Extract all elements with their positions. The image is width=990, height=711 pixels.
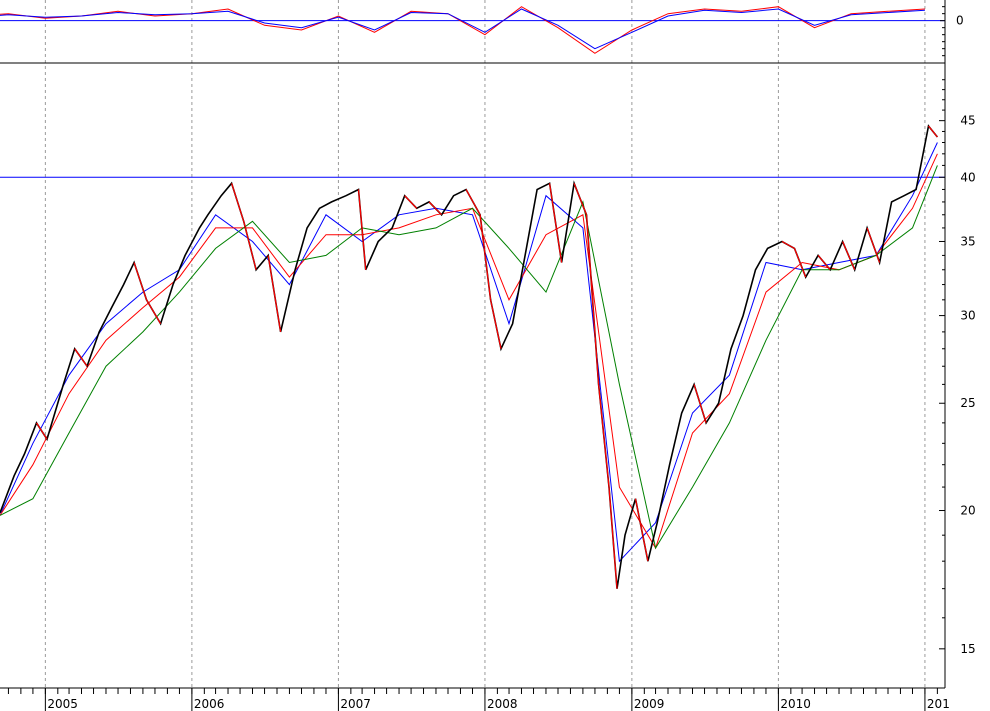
price-tick-label-4: 35 <box>960 234 975 248</box>
year-label-5: 2010 <box>780 697 811 711</box>
price-tick-label-2: 25 <box>960 396 975 410</box>
price-down-segment-13 <box>146 299 162 324</box>
year-label-6: 201 <box>927 697 950 711</box>
price-down-segment-67 <box>793 248 807 278</box>
price-down-segment-30 <box>357 189 367 270</box>
year-label-0: 2005 <box>47 697 78 711</box>
price-down-segment-36 <box>428 201 443 216</box>
price-down-segment-7 <box>74 348 88 367</box>
moving-average-3 <box>0 165 938 550</box>
price-down-segment-39 <box>465 189 481 216</box>
y-axis: 0 15 20 25 30 35 40 45 <box>939 0 976 688</box>
year-grid <box>44 0 926 688</box>
price-down-segment-66 <box>781 240 795 249</box>
moving-average-1 <box>0 142 938 563</box>
price-down-segment-41 <box>489 299 502 349</box>
year-label-2: 2007 <box>340 697 371 711</box>
price-down-segment-4 <box>36 422 48 440</box>
price-down-segment-20 <box>231 183 245 222</box>
price-down-segment-73 <box>866 227 881 263</box>
price-down-segment-40 <box>479 214 492 300</box>
price-panel <box>0 124 945 589</box>
price-tick-label-1: 20 <box>960 504 975 518</box>
price-tick-label-3: 30 <box>960 309 975 323</box>
price-down-segment-34 <box>404 195 418 209</box>
price-down-segment-54 <box>634 498 649 562</box>
price-down-segment-23 <box>267 255 282 332</box>
year-label-1: 2006 <box>194 697 225 711</box>
price-down-segment-21 <box>243 221 257 270</box>
price-down-segment-78 <box>928 125 938 138</box>
price-tick-label-5: 40 <box>960 170 975 184</box>
indicator-series-1 <box>0 8 925 50</box>
year-label-3: 2008 <box>487 697 518 711</box>
price-down-segment-46 <box>548 183 563 263</box>
x-axis: 2005 2006 2007 2008 2009 2010 201 <box>0 687 950 711</box>
price-down-segment-50 <box>597 384 610 488</box>
price-down-segment-59 <box>693 384 707 424</box>
price-down-segment-48 <box>573 183 588 215</box>
price-down-segment-49 <box>585 214 600 385</box>
indicator-panel <box>0 6 945 54</box>
price-down-segment-69 <box>817 255 831 271</box>
year-label-4: 2009 <box>634 697 665 711</box>
indicator-tick-label-0: 0 <box>956 14 964 28</box>
price-down-segment-12 <box>133 262 148 301</box>
price-tick-label-6: 45 <box>960 114 975 128</box>
price-down-segment-51 <box>608 487 618 589</box>
price-down-segment-71 <box>842 241 856 271</box>
price-tick-label-0: 15 <box>960 642 975 656</box>
